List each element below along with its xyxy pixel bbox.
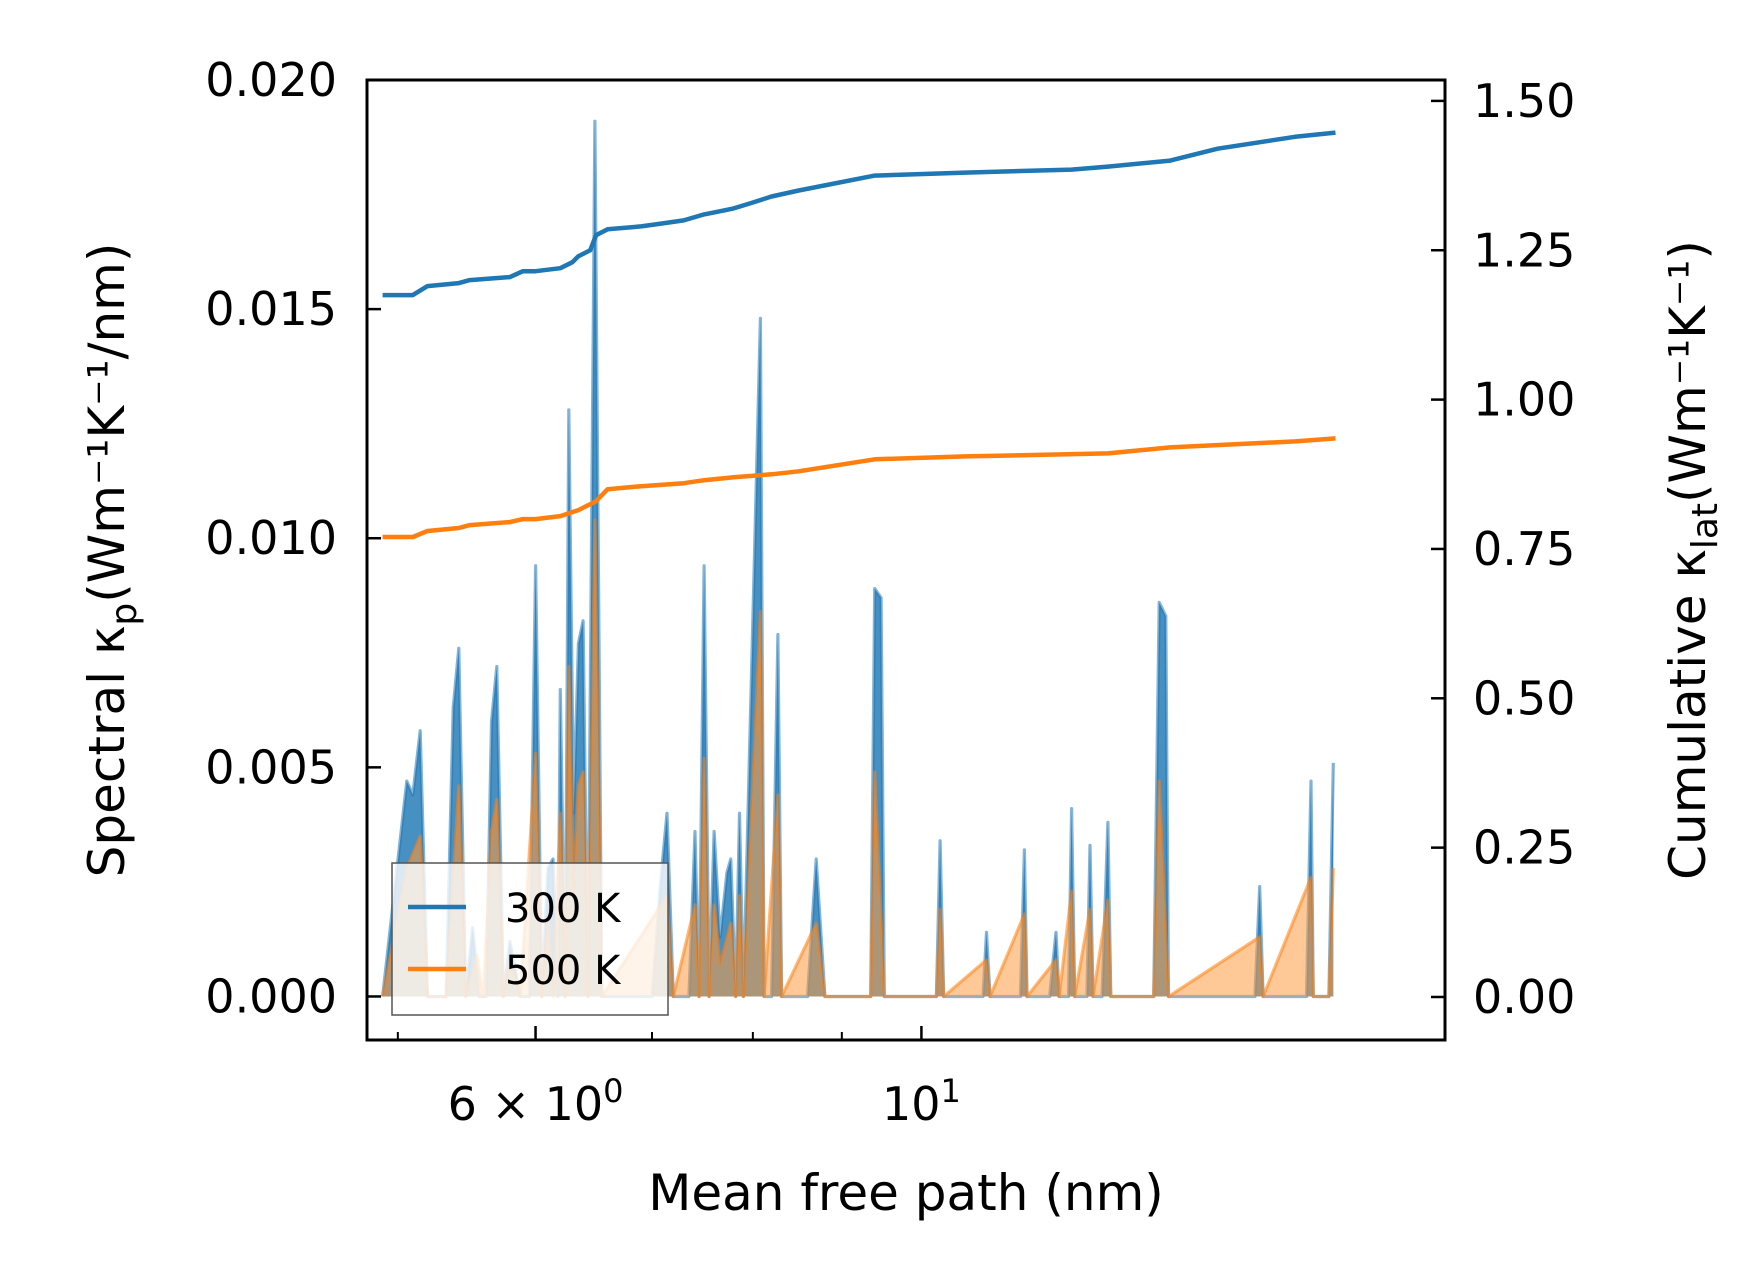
right-y-tick-label-1: 0.25: [1473, 821, 1575, 875]
plot-frame: [365, 78, 1447, 1042]
right-y-tick-label-2: 0.50: [1473, 671, 1575, 725]
legend-label-300k: 300 K: [505, 886, 622, 932]
right-y-tick-label-6: 1.50: [1473, 74, 1575, 128]
x-axis-label: Mean free path (nm): [648, 1164, 1164, 1222]
ticks-layer: 0.000 0.005 0.010 0.015 0.020 0.00 0.25 0.50 0.7…: [205, 53, 1575, 1131]
left-y-label-prefix: Spectral κ: [78, 626, 136, 878]
left-y-tick-label-3: 0.015: [205, 282, 337, 336]
x-tick-label-0: 6 × 100: [448, 1072, 624, 1131]
left-y-tick-label-2: 0.010: [205, 511, 337, 565]
right-y-label-prefix: Cumulative κ: [1659, 549, 1717, 880]
right-y-tick-label-4: 1.00: [1473, 373, 1575, 427]
left-y-axis-label: Spectral κp(Wm⁻¹K⁻¹/nm): [78, 243, 145, 878]
legend: 300 K 500 K: [391, 862, 669, 1016]
x-tick-label-1: 101: [882, 1072, 961, 1131]
right-y-tick-label-5: 1.25: [1473, 223, 1575, 277]
left-y-label-units: (Wm⁻¹K⁻¹/nm): [78, 243, 136, 603]
left-y-tick-label-1: 0.005: [205, 740, 337, 794]
right-y-axis-label: Cumulative κlat(Wm⁻¹K⁻¹): [1659, 240, 1726, 880]
right-y-label-units: (Wm⁻¹K⁻¹): [1659, 240, 1717, 503]
cumulative-line-500k: [382, 436, 1336, 540]
right-y-label-sub: lat: [1685, 503, 1726, 549]
left-y-tick-label-0: 0.000: [205, 969, 337, 1023]
left-y-label-sub: p: [104, 603, 145, 626]
right-y-tick-label-0: 0.00: [1473, 970, 1575, 1024]
right-y-tick-label-3: 0.75: [1473, 522, 1575, 576]
left-y-tick-label-4: 0.020: [205, 53, 337, 107]
legend-label-500k: 500 K: [505, 948, 622, 994]
cumulative-line-300k: [382, 130, 1336, 298]
legend-box: [391, 862, 669, 1016]
